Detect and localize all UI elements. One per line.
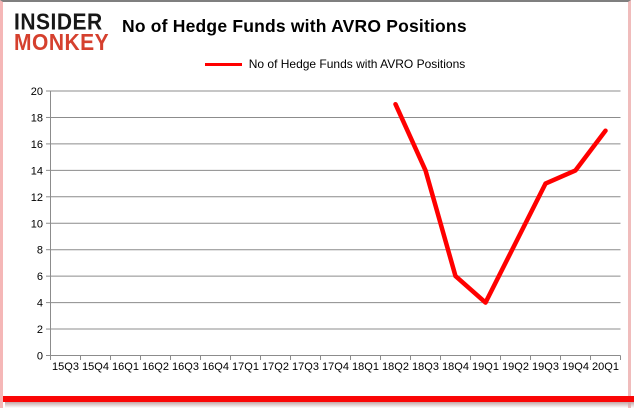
y-axis-label: 2 — [37, 324, 43, 336]
x-axis-label: 16Q3 — [172, 361, 199, 373]
y-axis-label: 4 — [37, 298, 43, 310]
x-axis-label: 16Q1 — [112, 361, 139, 373]
x-axis-label: 18Q1 — [352, 361, 379, 373]
x-axis-label: 15Q3 — [52, 361, 79, 373]
x-axis-label: 18Q3 — [412, 361, 439, 373]
series-line — [393, 101, 608, 305]
x-axis-label: 19Q2 — [502, 361, 529, 373]
y-axis-label: 20 — [31, 86, 43, 98]
legend-label: No of Hedge Funds with AVRO Positions — [248, 57, 466, 71]
x-axis-label: 17Q4 — [322, 361, 349, 373]
legend: No of Hedge Funds with AVRO Positions — [50, 56, 620, 72]
x-axis-label: 17Q2 — [262, 361, 289, 373]
x-axis-label: 18Q2 — [382, 361, 409, 373]
x-axis-label: 16Q2 — [142, 361, 169, 373]
bottom-red-bar — [3, 396, 634, 402]
logo-monkey-text: MONKEY — [14, 30, 110, 56]
x-axis-label: 20Q1 — [592, 361, 619, 373]
line-chart: 0 2 4 6 8 10 12 14 16 18 20 15Q3 15Q4 16Q1 16Q2 16Q3 16Q… — [31, 86, 621, 373]
chart-title: No of Hedge Funds with AVRO Positions — [122, 16, 467, 36]
legend-line-swatch — [204, 62, 242, 66]
x-axis-label: 19Q4 — [562, 361, 589, 373]
x-axis-label: 19Q3 — [532, 361, 559, 373]
bottom-bar-shadow — [5, 402, 634, 408]
y-axis-label: 10 — [31, 218, 43, 230]
y-axis-label: 12 — [31, 192, 43, 204]
y-axis-label: 0 — [37, 351, 43, 363]
y-axis-label: 8 — [37, 245, 43, 257]
x-axis-label: 15Q4 — [82, 361, 109, 373]
y-axis-label: 18 — [31, 112, 43, 124]
insider-monkey-logo: INSIDER MONKEY — [14, 11, 109, 54]
x-axis-label: 17Q3 — [292, 361, 319, 373]
y-axis-label: 6 — [37, 271, 43, 283]
y-axis-label: 14 — [31, 165, 43, 177]
logo-insider-text: INSIDER — [14, 9, 103, 35]
y-axis-label: 16 — [31, 139, 43, 151]
x-axis-label: 17Q1 — [232, 361, 259, 373]
x-axis-label: 19Q1 — [472, 361, 499, 373]
x-axis-label: 18Q4 — [442, 361, 469, 373]
x-axis-label: 16Q4 — [202, 361, 229, 373]
